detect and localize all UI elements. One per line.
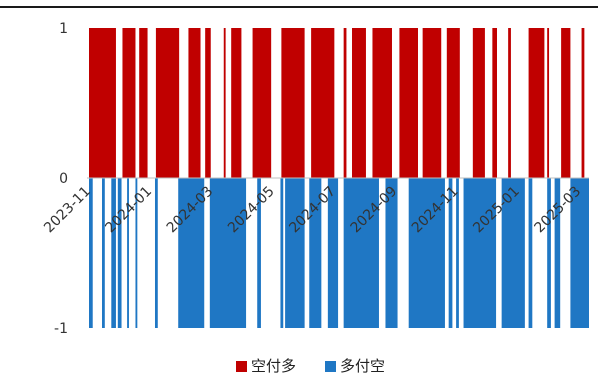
bar-kong-fu-duo-19 [508,28,511,178]
bar-duo-fu-kong-23 [554,178,561,328]
legend-swatch [236,361,247,372]
bars-layer [89,28,589,328]
bar-duo-fu-kong-3 [117,178,122,328]
legend: 空付多 多付空 [236,357,385,375]
bar-kong-fu-duo-13 [372,28,392,178]
bar-duo-fu-kong-22 [547,178,551,328]
bar-duo-fu-kong-8 [209,178,247,328]
bar-kong-fu-duo-0 [89,28,116,178]
bar-duo-fu-kong-20 [501,178,525,328]
bar-duo-fu-kong-21 [528,178,533,328]
bar-duo-fu-kong-9 [257,178,261,328]
bar-duo-fu-kong-19 [463,178,497,328]
bar-kong-fu-duo-18 [492,28,497,178]
bar-kong-fu-duo-1 [122,28,136,178]
x-tick-label: 2023-11 [41,184,94,237]
bar-duo-fu-kong-14 [343,178,379,328]
bar-duo-fu-kong-15 [385,178,398,328]
bar-kong-fu-duo-20 [528,28,545,178]
bar-duo-fu-kong-16 [408,178,445,328]
y-tick-label: 0 [59,171,68,187]
bar-kong-fu-duo-17 [472,28,485,178]
bar-kong-fu-duo-12 [352,28,366,178]
y-axis-ticks: 1 0 -1 [54,21,68,337]
y-tick-label: 1 [59,21,68,37]
bar-kong-fu-duo-3 [155,28,180,178]
bar-kong-fu-duo-16 [446,28,460,178]
bar-kong-fu-duo-11 [343,28,347,178]
legend-label: 多付空 [340,357,385,375]
bar-kong-fu-duo-10 [311,28,335,178]
bar-duo-fu-kong-11 [285,178,305,328]
bar-kong-fu-duo-14 [399,28,418,178]
bar-kong-fu-duo-6 [223,28,226,178]
bar-kong-fu-duo-4 [188,28,201,178]
bar-kong-fu-duo-21 [547,28,550,178]
bar-duo-fu-kong-13 [327,178,339,328]
bar-duo-fu-kong-10 [280,178,284,328]
bar-duo-fu-kong-4 [127,178,129,328]
bar-duo-fu-kong-17 [448,178,453,328]
bar-kong-fu-duo-8 [252,28,272,178]
bar-duo-fu-kong-18 [456,178,459,328]
top-rule [0,6,598,8]
bar-duo-fu-kong-24 [570,178,589,328]
y-tick-label: -1 [54,321,68,337]
bar-duo-fu-kong-5 [135,178,138,328]
bar-duo-fu-kong-12 [309,178,322,328]
bar-duo-fu-kong-1 [102,178,105,328]
bar-duo-fu-kong-6 [154,178,158,328]
bar-duo-fu-kong-0 [89,178,93,328]
bar-kong-fu-duo-7 [231,28,242,178]
bar-kong-fu-duo-9 [281,28,305,178]
bar-kong-fu-duo-5 [205,28,211,178]
legend-label: 空付多 [251,357,296,375]
legend-swatch [325,361,336,372]
bar-kong-fu-duo-22 [561,28,571,178]
bar-kong-fu-duo-2 [139,28,148,178]
bar-duo-fu-kong-2 [111,178,116,328]
bar-kong-fu-duo-23 [581,28,585,178]
bar-kong-fu-duo-15 [422,28,442,178]
bar-duo-fu-kong-7 [178,178,205,328]
